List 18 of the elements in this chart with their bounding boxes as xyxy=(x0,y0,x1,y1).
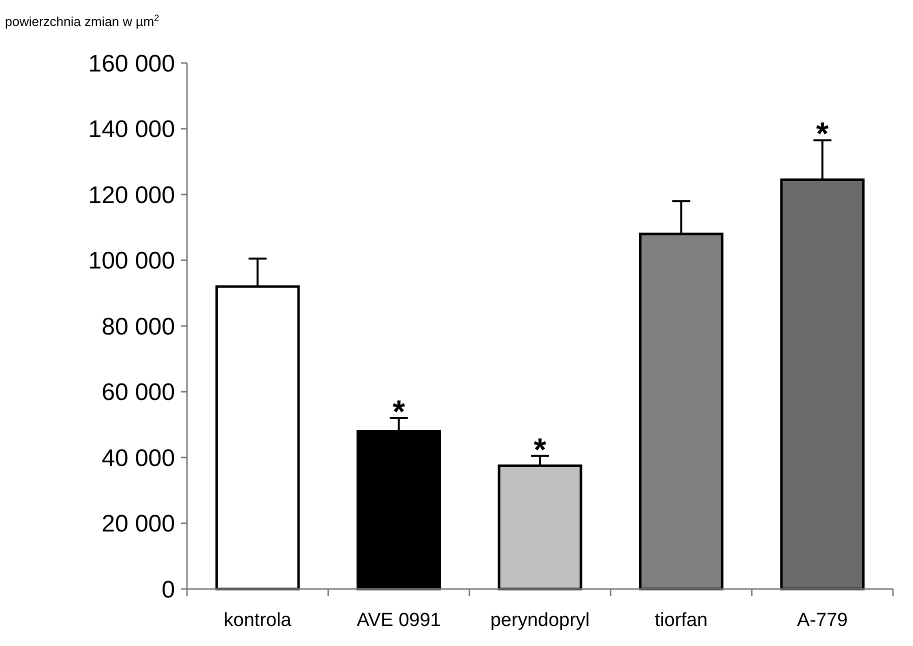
annotation: * xyxy=(392,393,406,430)
y-tick-label: 20 000 xyxy=(102,510,175,538)
x-tick-label: tiorfan xyxy=(654,610,708,631)
y-axis-title: powierzchnia zmian w µm$^{2}$ xyxy=(5,13,160,29)
y-tick-label: 80 000 xyxy=(102,313,175,340)
y-tick-label: 140 000 xyxy=(88,116,175,144)
y-tick-label: 120 000 xyxy=(88,182,175,209)
annotation: * xyxy=(816,116,830,152)
annotation: * xyxy=(534,431,547,468)
y-tick-label: 0 xyxy=(162,576,175,604)
x-tick-label: peryndopryl xyxy=(490,610,590,631)
x-tick-label: A-779 xyxy=(797,610,848,631)
x-tick-label: kontrola xyxy=(224,610,292,631)
x-tick-label: AVE 0991 xyxy=(356,610,441,631)
y-tick-label: 160 000 xyxy=(88,50,175,78)
y-tick-label: 40 000 xyxy=(102,444,175,472)
y-tick-label: 60 000 xyxy=(102,379,175,406)
y-tick-label: 100 000 xyxy=(88,248,175,275)
